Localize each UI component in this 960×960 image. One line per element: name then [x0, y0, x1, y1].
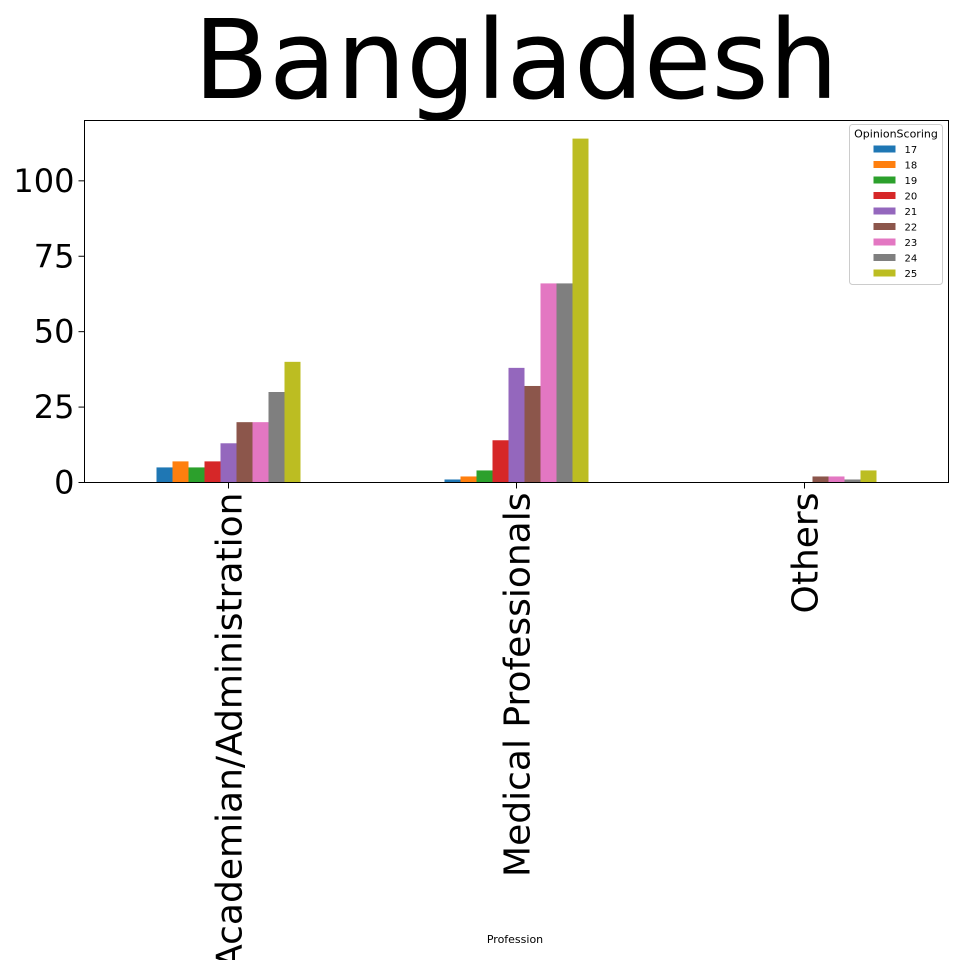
y-axis: 0 25 50 75 100: [13, 162, 85, 502]
legend-swatch: [873, 207, 896, 215]
bar-academian-administration-21: [220, 443, 237, 483]
legend-swatch: [873, 269, 896, 277]
legend-swatch: [873, 254, 896, 261]
x-tick-label: Academian/Administration: [210, 493, 251, 960]
y-tick-label: 0: [54, 464, 74, 502]
x-axis: Academian/Administration Medical Professi…: [210, 482, 827, 960]
bar-medical-professionals-20: [492, 440, 509, 483]
legend-label: 23: [905, 238, 918, 249]
bar-academian-administration-22: [236, 422, 253, 483]
x-tick-label: Others: [786, 493, 827, 614]
bar-academian-administration-17: [156, 467, 173, 483]
legend-label: 25: [905, 269, 918, 280]
bar-medical-professionals-24: [556, 283, 573, 483]
legend-label: 24: [905, 254, 918, 265]
bar-medical-professionals-25: [572, 138, 589, 483]
y-tick-label: 75: [34, 237, 75, 275]
legend-label: 21: [905, 207, 918, 218]
bar-medical-professionals-18: [460, 476, 477, 483]
bar-others-25: [860, 470, 877, 483]
x-tick-label: Medical Professionals: [498, 493, 539, 877]
legend-label: 18: [905, 161, 918, 172]
legend-swatch: [873, 192, 896, 199]
bar-others-22: [812, 476, 829, 483]
legend: OpinionScoring 17 18 19 20 21 22 23 24 25: [849, 124, 943, 285]
y-tick-label: 25: [34, 388, 75, 426]
bar-medical-professionals-23: [540, 283, 557, 483]
y-tick-label: 100: [13, 162, 74, 200]
legend-label: 20: [905, 192, 918, 203]
legend-swatch: [873, 223, 896, 230]
bar-academian-administration-24: [268, 392, 285, 483]
bar-academian-administration-25: [284, 361, 301, 483]
legend-swatch: [873, 176, 896, 184]
bar-academian-administration-18: [172, 461, 189, 483]
legend-swatch: [873, 145, 896, 153]
bar-academian-administration-20: [204, 461, 221, 483]
bar-medical-professionals-21: [508, 367, 525, 483]
bar-academian-administration-23: [252, 422, 269, 483]
legend-box: [849, 124, 943, 285]
legend-label: 22: [905, 223, 918, 234]
plot-frame: [84, 120, 949, 483]
bar-medical-professionals-19: [476, 470, 493, 483]
bar-others-23: [828, 476, 845, 483]
legend-label: 19: [905, 176, 918, 187]
bars-group: [156, 138, 877, 483]
y-tick-label: 50: [34, 313, 75, 351]
chart-title: Bangladesh: [194, 0, 839, 124]
bar-medical-professionals-22: [524, 385, 541, 483]
legend-swatch: [873, 238, 896, 246]
legend-title: OpinionScoring: [854, 128, 938, 141]
bar-academian-administration-19: [188, 467, 205, 483]
bar-medical-professionals-17: [444, 479, 461, 483]
legend-label: 17: [905, 145, 918, 156]
x-axis-label: Profession: [487, 933, 543, 946]
legend-swatch: [873, 161, 896, 168]
bar-others-24: [844, 479, 861, 483]
